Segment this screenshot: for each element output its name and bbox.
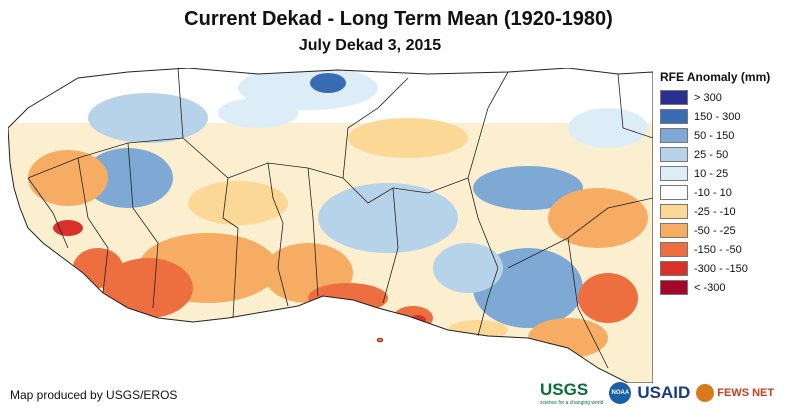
fews-net-logo: FEWS NET: [696, 384, 774, 402]
legend-label: -10 - 10: [694, 186, 732, 199]
map-subtitle: July Dekad 3, 2015: [298, 37, 442, 54]
legend-item: -150 - -50: [660, 240, 795, 259]
legend-item: -50 - -25: [660, 221, 795, 240]
legend-label: -25 - -10: [694, 205, 736, 218]
usgs-tagline: science for a changing world: [540, 400, 604, 406]
legend-label: 10 - 25: [694, 167, 729, 180]
legend-swatch: [660, 204, 688, 219]
legend-item: 10 - 25: [660, 164, 795, 183]
legend-label: 25 - 50: [694, 148, 729, 161]
fews-net-icon: [696, 384, 715, 402]
legend-item: < -300: [660, 278, 795, 297]
legend-swatch: [660, 90, 688, 105]
legend-swatch: [660, 261, 688, 276]
credit-text: Map produced by USGS/EROS: [10, 388, 178, 402]
legend-item: > 300: [660, 88, 795, 107]
legend-item: 25 - 50: [660, 145, 795, 164]
legend-swatch: [660, 223, 688, 238]
anomaly-map: [7, 67, 654, 384]
fews-net-text: FEWS NET: [717, 387, 775, 399]
logo-strip: USGS science for a changing world NOAA U…: [540, 378, 792, 408]
legend-swatch: [660, 166, 688, 181]
legend-label: -50 - -25: [694, 224, 736, 237]
legend-item: -300 - -150: [660, 259, 795, 278]
legend-label: 50 - 150: [694, 129, 735, 142]
legend-swatch: [660, 280, 688, 295]
legend-label: > 300: [694, 91, 722, 104]
legend-rows: > 300 150 - 300 50 - 150 25 - 50 10 - 25 -10 …: [660, 88, 795, 297]
usgs-logo: USGS science for a changing world: [540, 380, 603, 406]
legend-item: -10 - 10: [660, 183, 795, 202]
map-title: Current Dekad - Long Term Mean (1920-198…: [184, 8, 613, 30]
legend: RFE Anomaly (mm) > 300 150 - 300 50 - 150 2…: [660, 70, 795, 297]
usgs-logo-text: USGS: [540, 380, 589, 399]
legend-label: -150 - -50: [694, 243, 742, 256]
legend-item: -25 - -10: [660, 202, 795, 221]
anomaly-map-svg: [7, 67, 654, 384]
legend-label: < -300: [694, 281, 726, 294]
legend-title: RFE Anomaly (mm): [660, 70, 771, 84]
noaa-logo: NOAA: [609, 382, 632, 404]
usaid-logo: USAID: [637, 383, 691, 402]
legend-item: 50 - 150: [660, 126, 795, 145]
legend-label: -300 - -150: [694, 262, 748, 275]
legend-swatch: [660, 185, 688, 200]
legend-swatch: [660, 147, 688, 162]
legend-label: 150 - 300: [694, 110, 741, 123]
legend-item: 150 - 300: [660, 107, 795, 126]
legend-swatch: [660, 242, 688, 257]
legend-swatch: [660, 109, 688, 124]
legend-swatch: [660, 128, 688, 143]
